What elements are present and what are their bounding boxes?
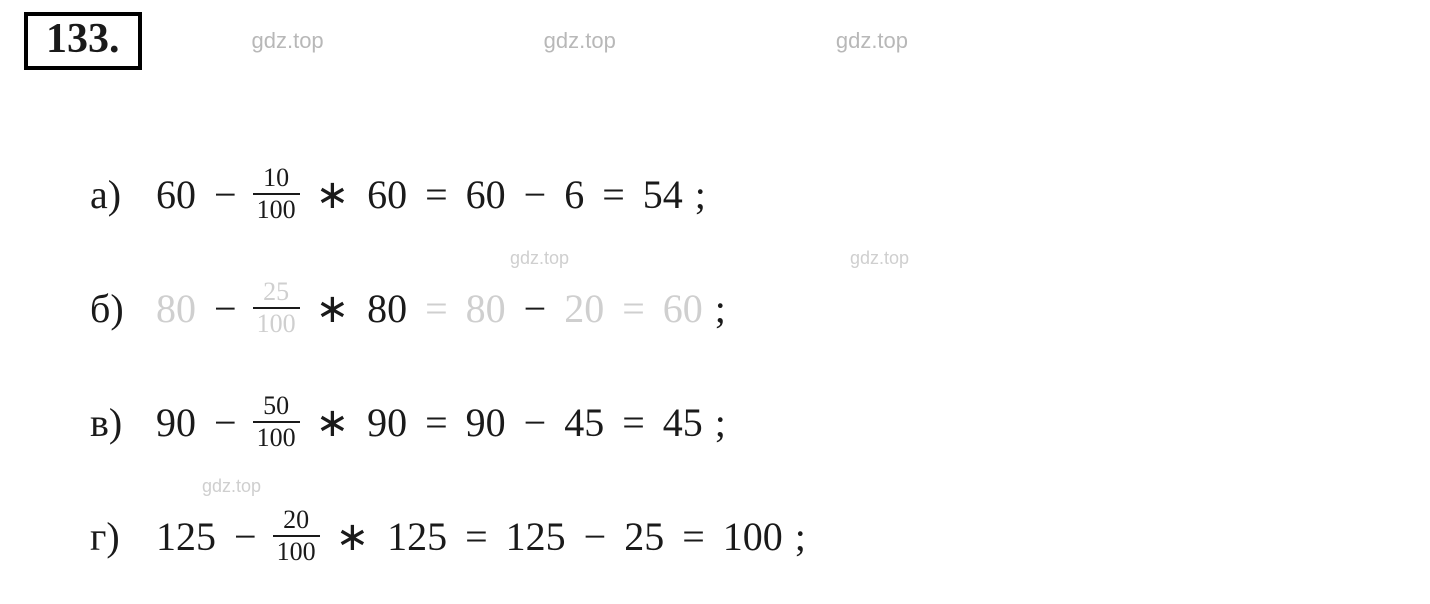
operand: 25 [618, 513, 670, 560]
equation-label: а) [90, 171, 150, 218]
minus-sign: − [202, 171, 249, 218]
operand: 80 [361, 285, 413, 332]
problem-number-box: 133. [24, 12, 142, 70]
operand: 90 [361, 399, 413, 446]
operand: 90 [460, 399, 512, 446]
problem-number: 133. [46, 16, 120, 62]
equals-sign: = [610, 285, 657, 332]
operand: 45 [558, 399, 610, 446]
operand: 80 [460, 285, 512, 332]
multiply-sign: ∗ [324, 513, 382, 560]
equation-label: в) [90, 399, 150, 446]
minus-sign: − [512, 399, 559, 446]
page: 133. gdz.top gdz.top gdz.top а) 60 − 10 … [0, 0, 1430, 604]
header-row: 133. gdz.top gdz.top gdz.top [24, 12, 1406, 70]
operand: 125 [381, 513, 453, 560]
fraction-denominator: 100 [253, 309, 300, 337]
multiply-sign: ∗ [304, 285, 362, 332]
operand: 125 [150, 513, 222, 560]
semicolon: ; [689, 171, 706, 218]
equation-row-v: в) 90 − 50 100 ∗ 90 = 90 − 45 = 45 ; [90, 378, 806, 466]
fraction-denominator: 100 [253, 195, 300, 223]
equals-sign: = [453, 513, 500, 560]
minus-sign: − [572, 513, 619, 560]
equals-sign: = [413, 285, 460, 332]
watermark-text: gdz.top [544, 28, 616, 54]
equals-sign: = [413, 399, 460, 446]
minus-sign: − [512, 285, 559, 332]
equation-row-g: gdz.top г) 125 − 20 100 ∗ 125 = 125 − 25… [90, 492, 806, 580]
fraction-denominator: 100 [273, 537, 320, 565]
equation-label: б) [90, 285, 150, 332]
equation-row-a: а) 60 − 10 100 ∗ 60 = 60 − 6 = 54 ; [90, 150, 806, 238]
operand: 6 [558, 171, 590, 218]
watermark-text: gdz.top [836, 28, 908, 54]
operand: 60 [460, 171, 512, 218]
equation-row-b: gdz.top gdz.top б) 80 − 25 100 ∗ 80 = 80… [90, 264, 806, 352]
watermark-text: gdz.top [850, 248, 909, 269]
minus-sign: − [222, 513, 269, 560]
fraction: 20 100 [269, 507, 324, 565]
fraction-numerator: 25 [259, 279, 293, 307]
minus-sign: − [512, 171, 559, 218]
fraction-numerator: 50 [259, 393, 293, 421]
fraction: 25 100 [249, 279, 304, 337]
semicolon: ; [709, 399, 726, 446]
equals-sign: = [590, 171, 637, 218]
result: 45 [657, 399, 709, 446]
watermark-text: gdz.top [510, 248, 569, 269]
equals-sign: = [610, 399, 657, 446]
semicolon: ; [709, 285, 726, 332]
fraction-denominator: 100 [253, 423, 300, 451]
equals-sign: = [413, 171, 460, 218]
operand: 125 [500, 513, 572, 560]
operand: 80 [150, 285, 202, 332]
multiply-sign: ∗ [304, 171, 362, 218]
equation-label: г) [90, 513, 150, 560]
fraction-numerator: 20 [279, 507, 313, 535]
result: 100 [717, 513, 789, 560]
watermark-text: gdz.top [252, 28, 324, 54]
operand: 90 [150, 399, 202, 446]
operand: 60 [150, 171, 202, 218]
header-watermarks: gdz.top gdz.top gdz.top [252, 28, 909, 54]
fraction-numerator: 10 [259, 165, 293, 193]
minus-sign: − [202, 285, 249, 332]
fraction: 50 100 [249, 393, 304, 451]
minus-sign: − [202, 399, 249, 446]
fraction: 10 100 [249, 165, 304, 223]
operand: 60 [361, 171, 413, 218]
watermark-text: gdz.top [202, 476, 261, 497]
equals-sign: = [670, 513, 717, 560]
equations-block: а) 60 − 10 100 ∗ 60 = 60 − 6 = 54 ; gdz.… [90, 150, 806, 604]
result: 54 [637, 171, 689, 218]
multiply-sign: ∗ [304, 399, 362, 446]
result: 60 [657, 285, 709, 332]
operand: 20 [558, 285, 610, 332]
semicolon: ; [789, 513, 806, 560]
